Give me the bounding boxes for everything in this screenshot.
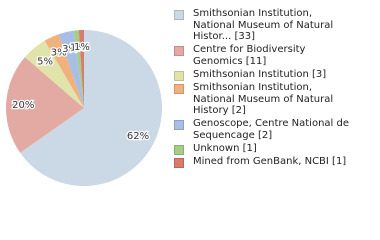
legend-swatch <box>174 46 184 56</box>
legend-item: Unknown [1] <box>174 143 364 155</box>
legend-label: Smithsonian Institution, National Museum… <box>193 82 334 116</box>
legend-item: Genoscope, Centre National de Sequencage… <box>174 118 364 141</box>
slice-label: 1% <box>70 42 86 53</box>
legend-swatch <box>174 158 184 168</box>
legend-label: Centre for Biodiversity Genomics [11] <box>193 44 306 67</box>
legend-item: Smithsonian Institution, National Museum… <box>174 8 364 43</box>
pie-slice <box>78 30 84 108</box>
pie: 62%20%5%3%3%1%1% <box>6 30 163 186</box>
legend-label: Smithsonian Institution [3] <box>193 68 327 80</box>
pie-slice <box>24 40 85 108</box>
pie-slice <box>58 30 84 108</box>
pie-slice <box>44 34 84 108</box>
legend-label: Unknown [1] <box>193 142 257 154</box>
legend-label: Genoscope, Centre National de Sequencage… <box>193 118 350 141</box>
slice-label: 62% <box>127 131 149 142</box>
legend-swatch <box>174 144 184 155</box>
legend-item: Smithsonian Institution, National Museum… <box>174 82 364 117</box>
legend-swatch <box>174 84 184 94</box>
pie-slice <box>73 30 84 108</box>
legend-label: Smithsonian Institution, National Museum… <box>193 8 334 42</box>
legend-item: Centre for Biodiversity Genomics [11] <box>174 44 364 67</box>
slice-label: 5% <box>37 56 53 67</box>
slice-label: 3% <box>62 44 78 55</box>
legend-label: Mined from GenBank, NCBI [1] <box>193 156 347 167</box>
pie-slice <box>6 57 84 153</box>
legend-item: Smithsonian Institution [3] <box>174 69 364 81</box>
pie-slice <box>20 30 163 186</box>
slice-label: 3% <box>51 48 67 59</box>
legend-swatch <box>174 120 184 130</box>
legend-swatch <box>174 70 184 81</box>
slice-label: 20% <box>12 100 34 111</box>
slice-label: 1% <box>74 42 90 53</box>
legend: Smithsonian Institution, National Museum… <box>174 8 364 170</box>
legend-swatch <box>174 10 184 20</box>
legend-item: Mined from GenBank, NCBI [1] <box>174 156 364 168</box>
